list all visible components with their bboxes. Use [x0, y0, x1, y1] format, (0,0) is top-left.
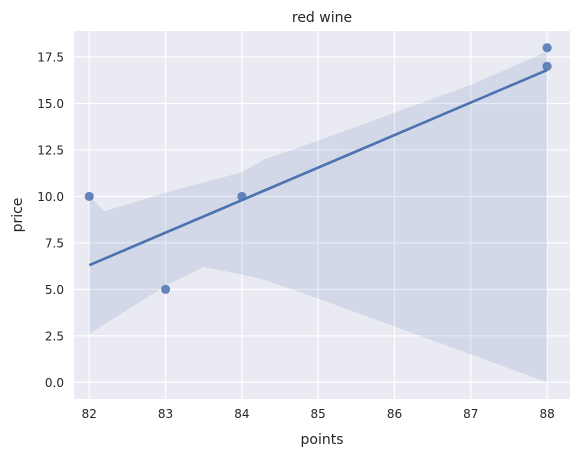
data-point: [160, 284, 171, 294]
data-points: [84, 43, 552, 294]
x-tick-label: 87: [463, 407, 478, 421]
y-tick-label: 17.5: [37, 51, 64, 65]
y-tick-label: 7.5: [45, 236, 64, 250]
regression-line: [88, 68, 548, 267]
x-tick-label: 84: [234, 407, 249, 421]
x-tick-label: 82: [82, 407, 97, 421]
chart-title: red wine: [292, 10, 352, 26]
data-point: [542, 61, 552, 71]
grid: [74, 31, 570, 399]
x-tick-label: 86: [387, 407, 402, 421]
data-point: [84, 191, 94, 202]
x-axis-label: points: [301, 432, 344, 448]
x-tick-labels: 82 83 84 85 86 87 88: [82, 407, 555, 421]
y-tick-label: 12.5: [37, 143, 64, 157]
y-tick-labels: 0.0 2.5 5.0 7.5 10.0 12.5 15.0 17.5: [37, 51, 64, 390]
x-tick-label: 83: [158, 407, 173, 421]
x-tick-label: 88: [539, 407, 554, 421]
data-point: [542, 43, 552, 53]
y-axis-label: price: [10, 198, 26, 233]
y-tick-label: 0.0: [45, 376, 64, 390]
y-tick-label: 2.5: [45, 329, 64, 343]
y-tick-label: 15.0: [37, 97, 64, 111]
confidence-band: [89, 51, 548, 383]
y-tick-label: 5.0: [45, 283, 64, 297]
y-tick-label: 10.0: [37, 190, 64, 204]
x-tick-label: 85: [311, 407, 326, 421]
data-point: [237, 191, 247, 202]
plot-background: [74, 31, 570, 399]
